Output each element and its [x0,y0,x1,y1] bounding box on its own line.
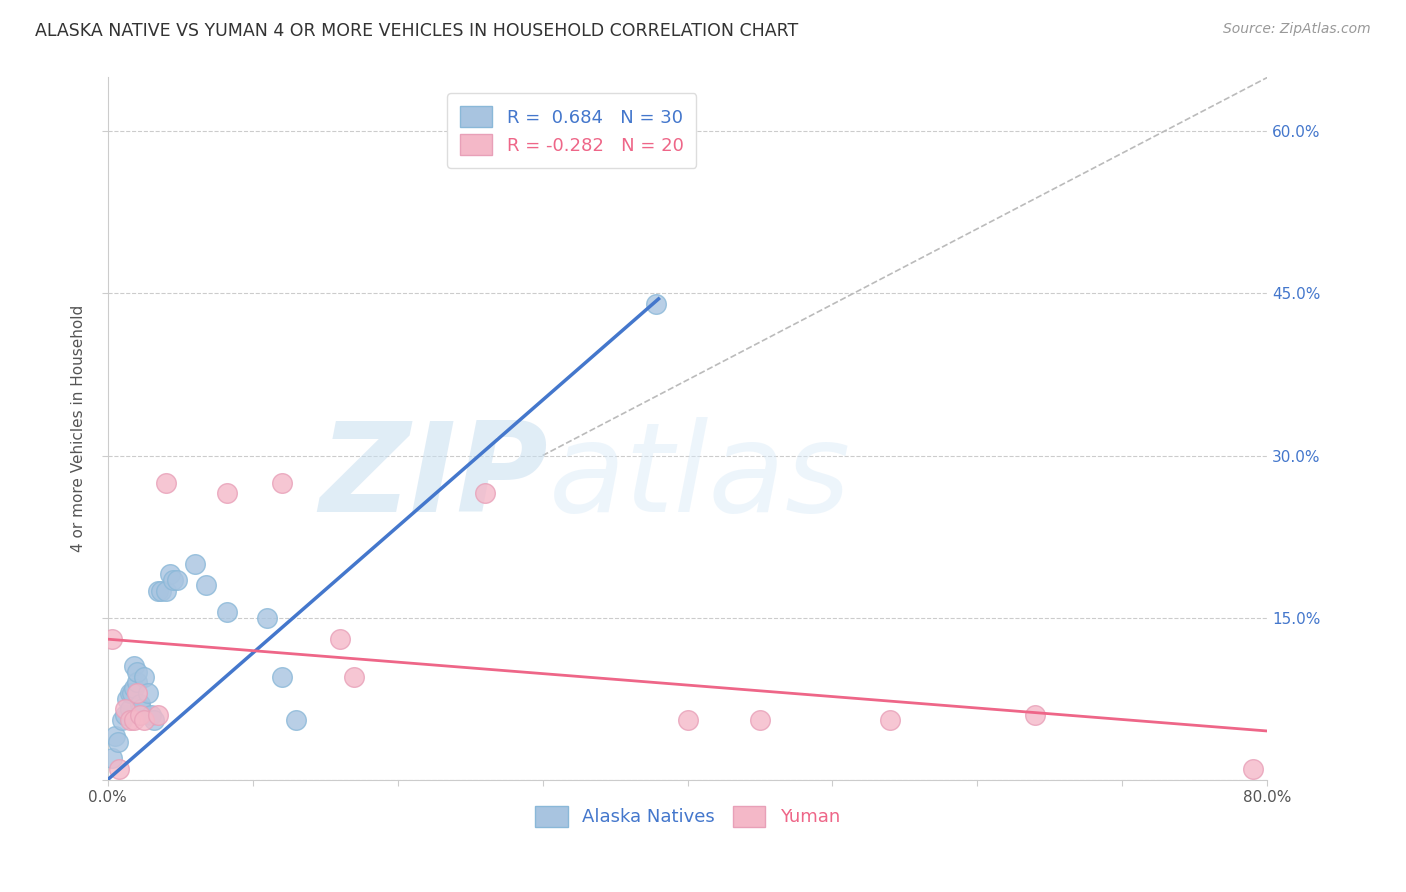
Point [215,486,238,500]
Point [343,670,366,684]
Text: ALASKA NATIVE VS YUMAN 4 OR MORE VEHICLES IN HOUSEHOLD CORRELATION CHART: ALASKA NATIVE VS YUMAN 4 OR MORE VEHICLE… [35,22,799,40]
Point [125,665,148,679]
Point [256,610,278,624]
Point [101,632,124,647]
Point [122,713,145,727]
Point [195,578,218,592]
Legend: Alaska Natives, Yuman: Alaska Natives, Yuman [527,798,848,834]
Point [108,762,131,776]
Point [270,475,292,490]
Point [215,605,238,619]
Point [118,686,141,700]
Point [155,475,177,490]
Point [128,707,150,722]
Point [270,670,292,684]
Point [111,713,134,727]
Point [122,681,145,695]
Point [101,751,124,765]
Point [474,486,496,500]
Point [1241,762,1264,776]
Point [148,583,170,598]
Point [155,583,177,598]
Point [118,713,141,727]
Point [166,573,188,587]
Point [329,632,352,647]
Point [150,583,173,598]
Point [132,670,155,684]
Text: ZIP: ZIP [319,417,548,538]
Point [148,707,170,722]
Point [159,567,181,582]
Text: atlas: atlas [548,417,851,538]
Point [132,713,155,727]
Point [121,686,143,700]
Point [138,686,160,700]
Point [125,686,148,700]
Point [107,735,129,749]
Point [114,702,136,716]
Point [118,702,141,716]
Point [1024,707,1046,722]
Point [749,713,772,727]
Text: Source: ZipAtlas.com: Source: ZipAtlas.com [1223,22,1371,37]
Point [184,557,207,571]
Point [143,713,166,727]
Point [115,691,138,706]
Point [125,675,148,690]
Point [104,730,127,744]
Point [122,659,145,673]
Point [129,702,152,716]
Point [644,297,666,311]
Y-axis label: 4 or more Vehicles in Household: 4 or more Vehicles in Household [72,305,86,552]
Point [162,573,184,587]
Point [141,707,163,722]
Point [128,697,150,711]
Point [114,707,136,722]
Point [285,713,308,727]
Point [879,713,901,727]
Point [676,713,699,727]
